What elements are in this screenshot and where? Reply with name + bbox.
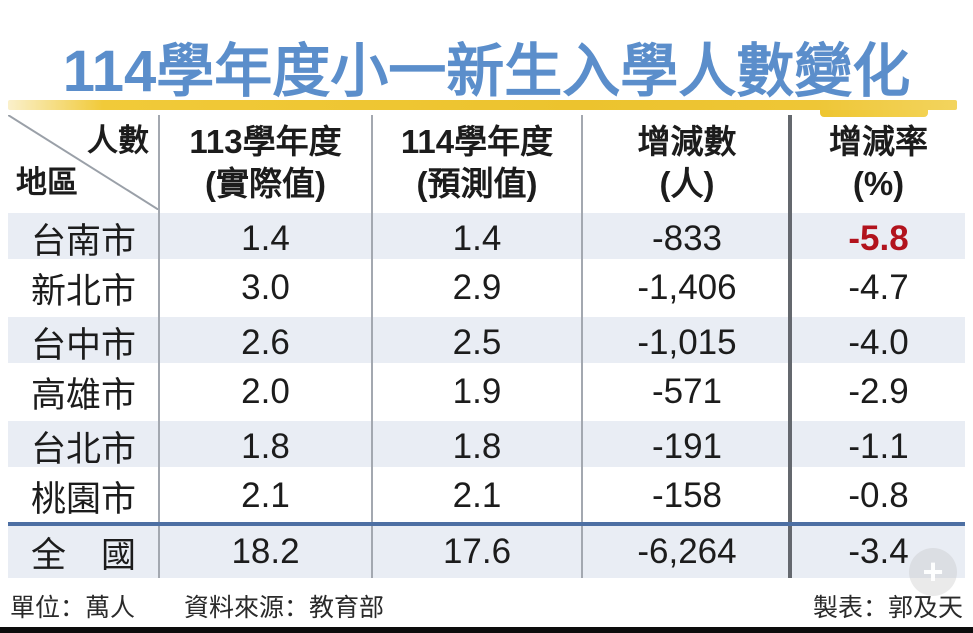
region-cell-total: 全 國: [30, 535, 136, 575]
table-header-row: 人數 地區 113學年度 (實際值) 114學年度 (預測值) 增減數 (人) …: [8, 115, 965, 210]
table-row: 台中市 2.6 2.5 -1,015 -4.0: [8, 314, 965, 366]
change-cell: -571: [651, 372, 723, 411]
y114-cell: 2.9: [452, 268, 502, 307]
y114-cell: 1.9: [452, 372, 502, 411]
column-header-line2: (實際值): [205, 164, 326, 202]
table-row: 新北市 3.0 2.9 -1,406 -4.7: [8, 262, 965, 314]
rate-cell: -4.7: [848, 268, 909, 307]
rate-cell: -4.0: [848, 322, 909, 362]
title-underline-bar: [8, 100, 957, 110]
table-row: 台南市 1.4 1.4 -833 -5.8: [8, 210, 965, 262]
corner-label-bottom: 地區: [16, 164, 78, 200]
change-cell: -191: [651, 426, 723, 466]
y113-cell: 1.4: [241, 218, 290, 258]
table-total-row: 全 國 18.2 17.6 -6,264 -3.4: [8, 526, 965, 578]
total-row-separator-line: [8, 522, 965, 526]
column-header-change: 增減數 (人): [582, 115, 792, 210]
change-cell: -1,406: [637, 268, 737, 307]
footer: 單位：萬人 資料來源：教育部 製表：郭及天: [10, 588, 963, 624]
footer-left: 單位：萬人 資料來源：教育部: [10, 588, 384, 624]
column-header-113: 113學年度 (實際值): [159, 115, 372, 210]
column-divider-line: [158, 115, 160, 578]
diagonal-divider-line: [8, 115, 159, 210]
rate-cell: -2.9: [848, 372, 909, 411]
column-header-line1: 114學年度: [400, 122, 554, 160]
region-cell: 桃園市: [30, 479, 136, 519]
y113-cell-total: 18.2: [231, 532, 300, 571]
column-divider-line: [581, 115, 583, 578]
region-cell: 台北市: [30, 430, 136, 469]
y113-cell: 2.6: [241, 322, 290, 362]
change-cell-total: -6,264: [637, 532, 737, 571]
data-table: 人數 地區 113學年度 (實際值) 114學年度 (預測值) 增減數 (人) …: [8, 115, 965, 578]
column-header-line2: (預測值): [416, 164, 538, 202]
table-row: 桃園市 2.1 2.1 -158 -0.8: [8, 470, 965, 522]
y114-cell: 2.5: [452, 322, 502, 362]
column-header-line1: 113學年度: [189, 122, 342, 160]
column-divider-line-bold: [788, 115, 792, 578]
rate-cell-total: -3.4: [848, 532, 909, 571]
column-header-line2: (%): [852, 164, 905, 202]
y114-cell: 2.1: [452, 476, 502, 515]
region-cell: 台南市: [30, 222, 136, 261]
y114-cell: 1.4: [452, 218, 502, 258]
y113-cell: 2.0: [241, 372, 290, 411]
column-divider-line: [371, 115, 373, 578]
y113-cell: 1.8: [241, 426, 290, 466]
column-header-line2: (人): [659, 164, 715, 202]
y113-cell: 3.0: [241, 268, 290, 307]
bottom-border-bar: [0, 627, 973, 633]
credit-note: 製表：郭及天: [812, 594, 963, 622]
rate-cell: -0.8: [848, 476, 909, 515]
region-cell: 台中市: [30, 326, 136, 365]
change-cell: -1,015: [637, 322, 737, 362]
change-cell: -833: [651, 218, 723, 258]
source-note: 資料來源：教育部: [183, 594, 384, 622]
corner-label-top: 人數: [87, 123, 149, 158]
rate-cell-highlighted: -5.8: [848, 218, 909, 258]
page-title: 114學年度小一新生入學人數變化: [62, 39, 911, 104]
rate-cell: -1.1: [848, 426, 909, 466]
table-row: 高雄市 2.0 1.9 -571 -2.9: [8, 366, 965, 418]
region-cell: 高雄市: [30, 375, 136, 415]
region-cell: 新北市: [30, 271, 136, 311]
zoom-plus-icon[interactable]: +: [909, 548, 957, 596]
y113-cell: 2.1: [241, 476, 290, 515]
y114-cell-total: 17.6: [442, 532, 512, 571]
y114-cell: 1.8: [452, 426, 502, 466]
corner-header-cell: 人數 地區: [8, 115, 159, 210]
table-row: 台北市 1.8 1.8 -191 -1.1: [8, 418, 965, 470]
unit-note: 單位：萬人: [10, 594, 136, 622]
column-header-114: 114學年度 (預測值): [372, 115, 582, 210]
column-header-rate: 增減率 (%): [792, 115, 965, 210]
column-header-line1: 增減率: [829, 122, 928, 160]
column-header-line1: 增減數: [637, 122, 737, 160]
change-cell: -158: [651, 476, 723, 515]
title-underline-bar-accent: [820, 110, 928, 117]
